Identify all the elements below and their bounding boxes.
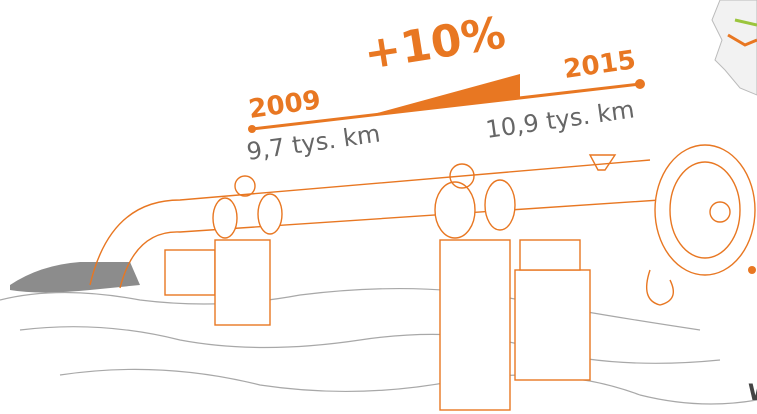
map-fragment [712,0,757,95]
end-length: 10,9 tys. km [484,95,636,144]
corner-text: W [748,381,757,406]
start-year: 2009 [247,85,323,125]
pipeline-illustration [90,145,756,410]
growth-wedge [370,74,520,115]
headline: +10% [361,7,509,80]
start-dot [248,125,256,133]
growth-timeline: +10% 2009 9,7 tys. km 2015 10,9 tys. km [245,7,645,166]
end-dot [635,79,645,89]
ground [0,262,757,404]
infographic: +10% 2009 9,7 tys. km 2015 10,9 tys. km … [0,0,757,414]
end-year: 2015 [562,45,638,85]
